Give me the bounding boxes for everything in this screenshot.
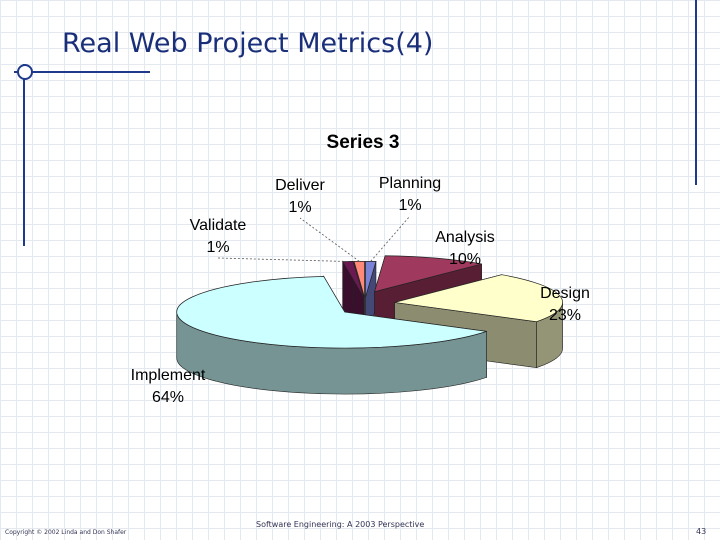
slide-title: Real Web Project Metrics(4) xyxy=(62,28,434,59)
pie-slices xyxy=(176,255,563,395)
pie-slice-design-top xyxy=(394,274,563,323)
pie-leader-validate xyxy=(217,257,348,262)
pie-leader-deliver xyxy=(299,217,360,262)
pie-leader-lines xyxy=(217,215,411,262)
pie-value-design: 23% xyxy=(549,307,581,324)
pie-label-planning: Planning xyxy=(379,175,441,192)
pie-label-deliver: Deliver xyxy=(275,177,325,194)
pie-labels: Planning 1% Analysis 10% Design 23% Implement 6… xyxy=(131,175,590,406)
decorative-line-horizontal xyxy=(14,71,150,73)
decorative-circle xyxy=(17,64,33,80)
pie-slice-implement-top xyxy=(176,276,487,349)
pie-value-validate: 1% xyxy=(206,239,229,256)
pie-slice-implement xyxy=(176,275,487,395)
decorative-line-right xyxy=(695,0,697,185)
pie-slice-analysis-top xyxy=(374,255,482,293)
pie-leader-planning xyxy=(370,215,411,262)
footer-course-title: Software Engineering: A 2003 Perspective xyxy=(256,520,425,529)
pie-label-design: Design xyxy=(540,285,590,302)
pie-value-deliver: 1% xyxy=(288,199,311,216)
decorative-line-vertical xyxy=(23,64,25,246)
pie-label-implement: Implement xyxy=(131,367,206,384)
page-number: 43 xyxy=(696,527,707,536)
footer-copyright: Copyright © 2002 Linda and Don Shafer xyxy=(5,529,127,536)
pie-label-analysis: Analysis xyxy=(435,229,495,246)
pie-chart: Series 3 Planning 1% Analysis 10% Design 23% I… xyxy=(131,132,590,406)
pie-label-validate: Validate xyxy=(190,217,247,234)
pie-value-analysis: 10% xyxy=(449,251,481,268)
chart-title: Series 3 xyxy=(327,132,400,153)
pie-value-implement: 64% xyxy=(152,389,184,406)
pie-value-planning: 1% xyxy=(398,197,421,214)
